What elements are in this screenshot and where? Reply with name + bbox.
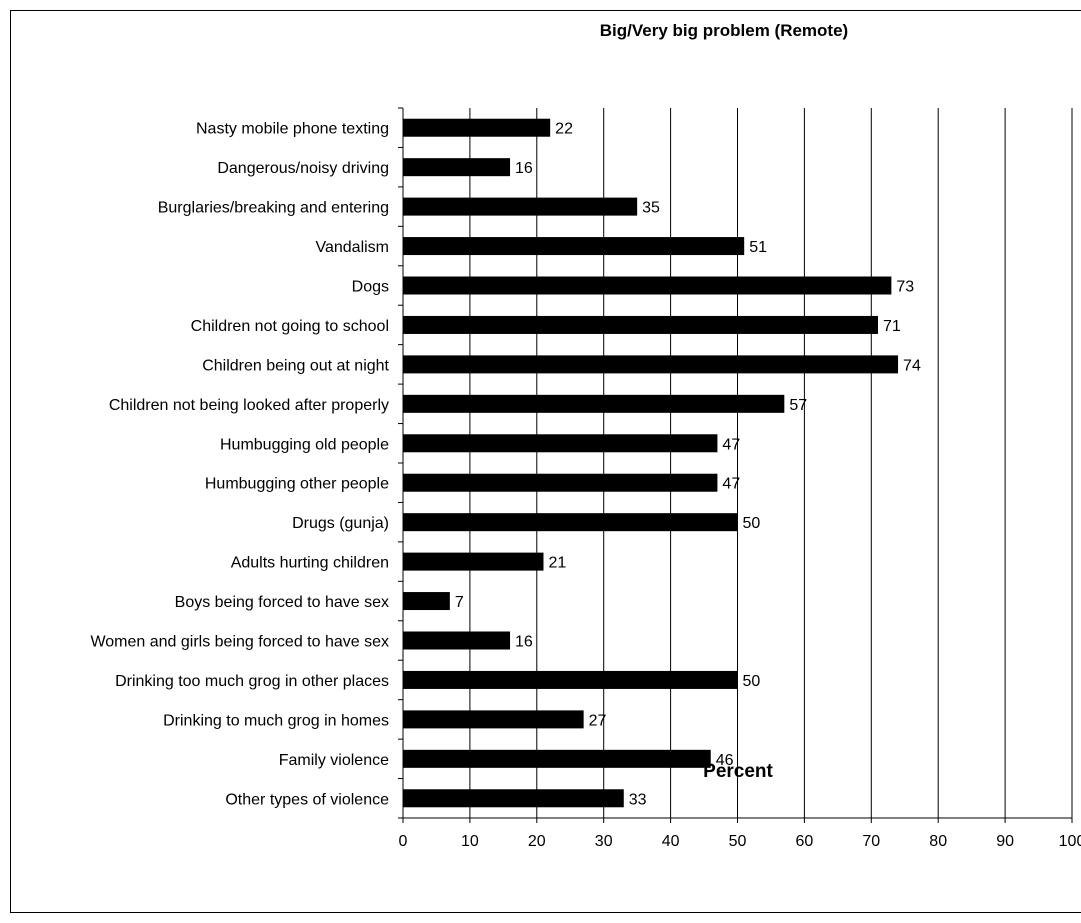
chart-title: Big/Very big problem (Remote) <box>600 21 848 40</box>
bars <box>403 118 899 808</box>
data-label: 50 <box>743 673 761 690</box>
category-label: Children being out at night <box>202 357 389 374</box>
bar <box>403 473 718 492</box>
data-label: 16 <box>515 160 533 177</box>
data-label: 47 <box>722 476 740 493</box>
category-label: Humbugging other people <box>205 476 389 493</box>
data-label: 74 <box>903 357 921 374</box>
bar <box>403 355 899 374</box>
x-tick-label: 90 <box>996 833 1014 850</box>
data-label: 22 <box>555 121 573 138</box>
category-label: Family violence <box>279 752 389 769</box>
bar <box>403 197 638 216</box>
category-label: Other types of violence <box>225 791 389 808</box>
category-label: Drugs (gunja) <box>292 515 389 532</box>
category-label: Burglaries/breaking and entering <box>158 200 389 217</box>
category-label: Drinking to much grog in homes <box>163 712 389 729</box>
category-label: Boys being forced to have sex <box>175 594 389 611</box>
data-label: 51 <box>749 239 767 256</box>
data-label: 47 <box>722 436 740 453</box>
category-label: Dogs <box>352 279 389 296</box>
data-label: 57 <box>789 397 807 414</box>
bar <box>403 789 624 808</box>
x-tick-label: 30 <box>595 833 613 850</box>
x-tick-label: 70 <box>862 833 880 850</box>
x-tick-label: 10 <box>461 833 479 850</box>
data-label: 46 <box>716 752 734 769</box>
bar <box>403 118 551 137</box>
bar <box>403 670 738 689</box>
data-label: 27 <box>589 712 607 729</box>
labels: 0 10 20 30 40 50 60 70 80 90 100 Nasty mobile phone… <box>90 121 1081 850</box>
category-label: Children not being looked after properly <box>109 397 389 414</box>
bar <box>403 749 711 768</box>
x-tick-label: 100 <box>1059 833 1081 850</box>
x-tick-label: 20 <box>528 833 546 850</box>
bar <box>403 315 878 334</box>
x-tick-label: 40 <box>662 833 680 850</box>
x-tick-label: 60 <box>796 833 814 850</box>
x-tick-label: 50 <box>729 833 747 850</box>
data-label: 33 <box>629 791 647 808</box>
data-label: 50 <box>743 515 761 532</box>
bar <box>403 158 511 177</box>
axes <box>398 107 1073 823</box>
x-tick-label: 80 <box>929 833 947 850</box>
category-label: Women and girls being forced to have sex <box>90 634 389 651</box>
data-label: 35 <box>642 200 660 217</box>
data-label: 21 <box>548 555 566 572</box>
bar <box>403 276 892 295</box>
data-label: 7 <box>455 594 464 611</box>
category-label: Dangerous/noisy driving <box>217 160 389 177</box>
x-axis-title: Percent <box>703 761 773 782</box>
category-label: Nasty mobile phone texting <box>196 121 389 138</box>
category-label: Vandalism <box>315 239 389 256</box>
bar <box>403 552 544 571</box>
data-label: 73 <box>896 279 914 296</box>
bar <box>403 434 718 453</box>
gridlines <box>469 108 1073 818</box>
data-label: 16 <box>515 634 533 651</box>
category-label: Children not going to school <box>191 318 389 335</box>
category-label: Drinking too much grog in other places <box>115 673 389 690</box>
bar <box>403 631 511 650</box>
category-label: Humbugging old people <box>220 436 389 453</box>
bar <box>403 710 584 729</box>
category-label: Adults hurting children <box>231 555 389 572</box>
data-label: 71 <box>883 318 901 335</box>
x-tick-label: 0 <box>399 833 408 850</box>
bar <box>403 237 745 256</box>
bar <box>403 592 450 611</box>
bar <box>403 513 738 532</box>
bar <box>403 394 785 413</box>
